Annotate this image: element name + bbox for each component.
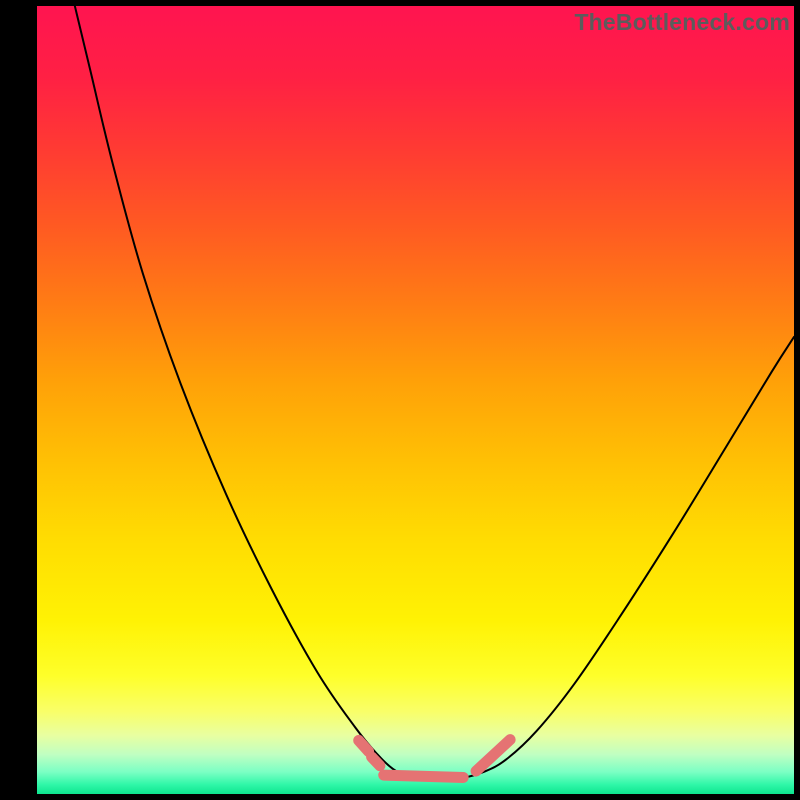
chart-svg [0,0,800,800]
marker-segment [359,740,369,751]
plot-background [37,6,794,794]
marker-segment [384,775,463,777]
marker-segment [372,757,380,766]
chart-stage: TheBottleneck.com [0,0,800,800]
